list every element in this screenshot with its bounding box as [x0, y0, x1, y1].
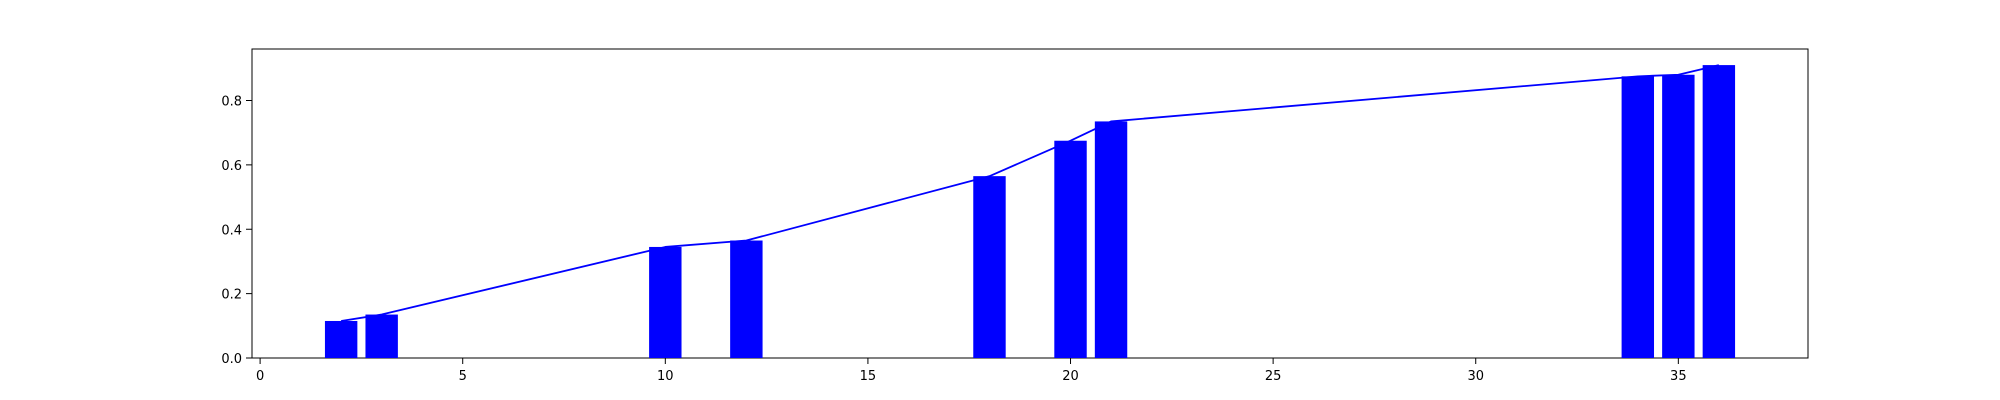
x-tick-label: 35 — [1670, 369, 1687, 384]
x-tick-label: 15 — [860, 369, 877, 384]
x-tick-label: 25 — [1265, 369, 1282, 384]
x-tick-label: 5 — [459, 369, 467, 384]
bar — [973, 176, 1006, 358]
bar — [1702, 65, 1736, 358]
axes-frame — [251, 48, 1809, 359]
bar — [1621, 76, 1655, 359]
trend-line — [341, 64, 1720, 322]
series-line — [341, 64, 1720, 322]
y-tick-label: 0.8 — [221, 95, 242, 110]
y-tick-label: 0.6 — [221, 159, 242, 174]
plot-area — [251, 48, 1809, 359]
x-tick-label: 0 — [256, 369, 264, 384]
bars — [324, 65, 1736, 359]
x-tick-label: 30 — [1467, 369, 1484, 384]
bar — [1054, 140, 1087, 358]
bar — [324, 320, 358, 358]
bar — [1662, 74, 1695, 358]
y-tick-label: 0.2 — [221, 288, 242, 303]
bar — [365, 314, 398, 358]
y-axis: 0.0 0.2 0.4 0.6 0.8 — [221, 95, 252, 367]
bar — [730, 240, 763, 358]
x-tick-label: 10 — [657, 369, 674, 384]
y-tick-label: 0.0 — [221, 352, 242, 367]
bar — [649, 246, 682, 358]
x-tick-label: 20 — [1062, 369, 1079, 384]
y-tick-label: 0.4 — [221, 223, 242, 238]
x-axis: 0 5 10 15 20 25 30 35 — [256, 358, 1687, 384]
bar — [1094, 121, 1128, 358]
